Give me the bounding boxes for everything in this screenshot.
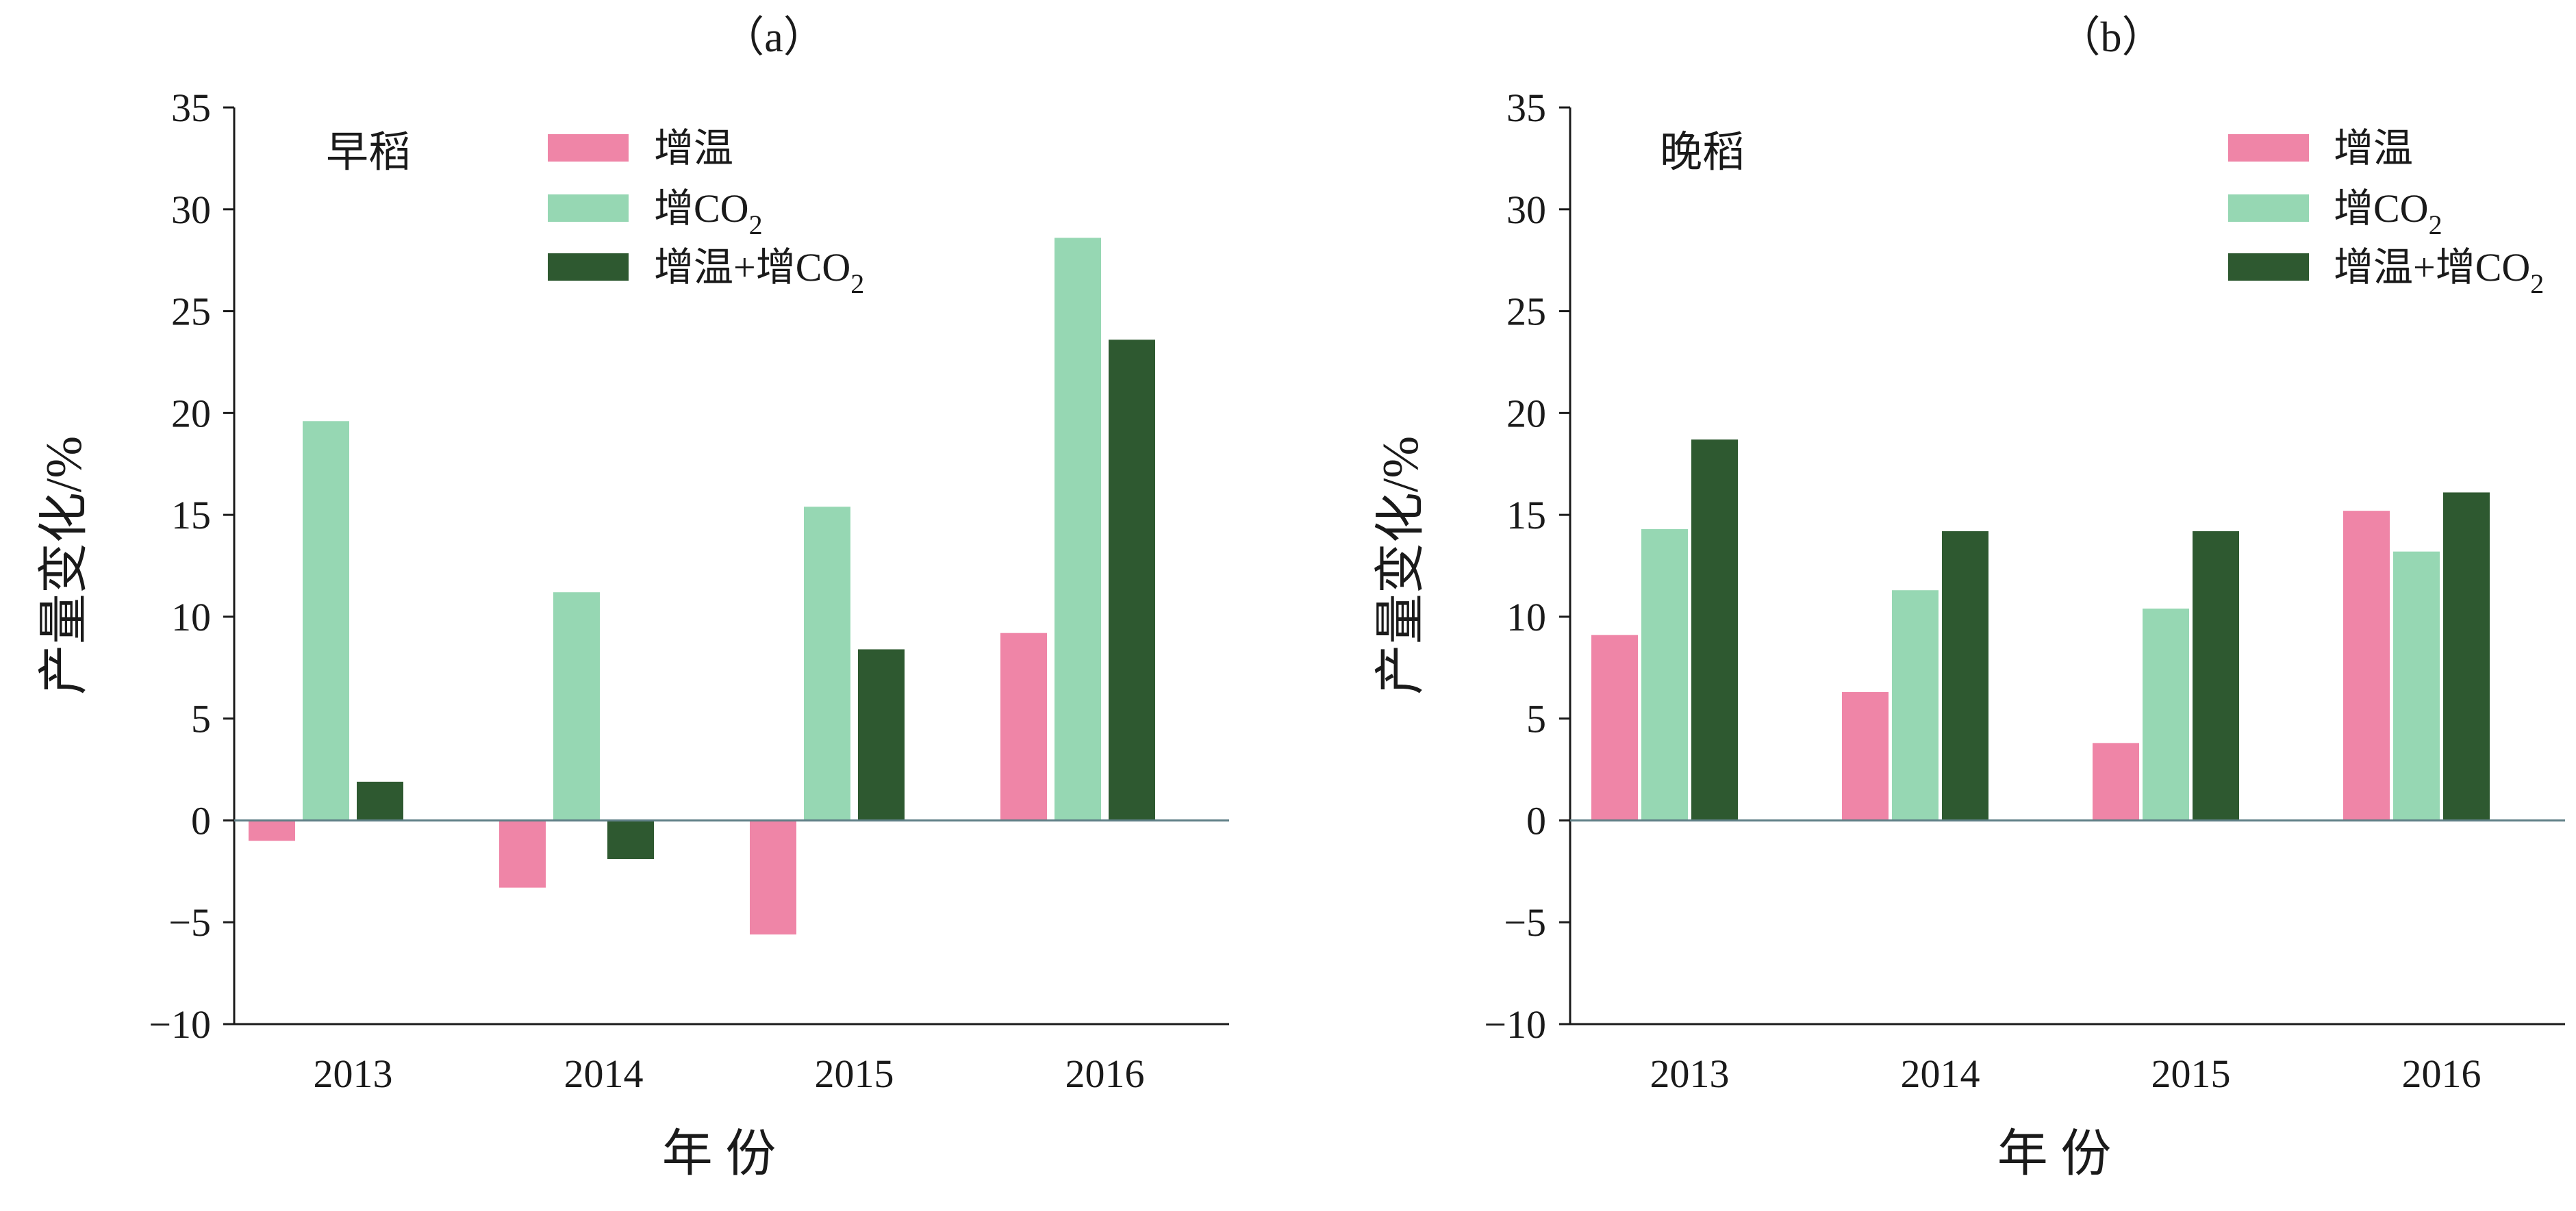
chart-panel-b: （b） −10 −5 0 5 10 15 20 25 30 35 2013 2014 2015 2016 年 … bbox=[1373, 14, 2565, 1182]
legend-swatch-warming bbox=[2228, 134, 2309, 162]
legend-swatch-warming-co2 bbox=[548, 253, 629, 281]
legend-label: 增温+增CO2 bbox=[2334, 245, 2544, 299]
y-tick-label: 30 bbox=[1506, 188, 1546, 232]
y-tick-label: 5 bbox=[1526, 697, 1546, 741]
y-tick-label: 15 bbox=[171, 493, 211, 537]
legend-swatch-co2 bbox=[548, 194, 629, 222]
y-tick-label: 25 bbox=[1506, 290, 1546, 334]
y-tick-label: 0 bbox=[1526, 798, 1546, 843]
bar-warming-co2 bbox=[1942, 531, 1988, 821]
legend-swatch-warming-co2 bbox=[2228, 253, 2309, 281]
panel-label: （a） bbox=[722, 14, 826, 61]
legend-label-subscript: 2 bbox=[749, 209, 763, 240]
y-axis-title: 产量变化/% bbox=[1373, 436, 1429, 695]
y-tick-label: 10 bbox=[1506, 595, 1546, 639]
legend-label: 增温 bbox=[2334, 126, 2413, 170]
y-tick-label: −5 bbox=[168, 900, 211, 945]
legend-label-main: 增CO bbox=[2334, 186, 2429, 231]
subplot-label: 晚稻 bbox=[1660, 129, 1745, 176]
bar-warming-co2 bbox=[1691, 439, 1738, 821]
y-tick-label: 10 bbox=[171, 595, 211, 639]
subplot-label: 早稻 bbox=[326, 129, 411, 176]
y-tick-label: 35 bbox=[1506, 86, 1546, 130]
x-tick-label: 2013 bbox=[1650, 1051, 1730, 1096]
y-tick-label: 0 bbox=[191, 798, 211, 843]
chart-panel-a: （a） −10 −5 0 5 10 15 20 25 30 35 2013 2014 2015 2016 年 … bbox=[36, 14, 1229, 1182]
x-tick-label: 2014 bbox=[1901, 1051, 1980, 1096]
y-tick-label: 20 bbox=[1506, 391, 1546, 435]
legend-label-main: 增CO bbox=[654, 186, 749, 231]
bar-co2 bbox=[2393, 551, 2440, 821]
legend-swatch-warming bbox=[548, 134, 629, 162]
x-tick-label: 2015 bbox=[815, 1051, 894, 1096]
legend-label: 增温+增CO2 bbox=[654, 245, 864, 299]
x-tick-label: 2015 bbox=[2151, 1051, 2231, 1096]
x-tick-label: 2013 bbox=[314, 1051, 393, 1096]
bar-warming-co2 bbox=[2443, 492, 2490, 821]
legend-label-main: 增温+增CO bbox=[2334, 245, 2530, 290]
bar-warming bbox=[249, 820, 295, 841]
bar-warming-co2 bbox=[607, 820, 654, 859]
y-tick-label: −10 bbox=[1484, 1002, 1546, 1047]
legend-label-main: 增温 bbox=[2334, 126, 2413, 170]
bar-warming-co2 bbox=[1109, 340, 1155, 821]
y-tick-label: −10 bbox=[149, 1002, 211, 1047]
panel-label: （b） bbox=[2058, 14, 2164, 61]
x-tick-label: 2016 bbox=[2402, 1051, 2482, 1096]
bar-co2 bbox=[303, 421, 349, 821]
x-axis-title: 年 份 bbox=[1997, 1126, 2112, 1182]
bar-warming bbox=[1591, 635, 1638, 821]
bar-warming bbox=[499, 820, 546, 888]
bar-warming bbox=[1842, 691, 1889, 821]
bar-warming bbox=[750, 820, 796, 935]
legend-swatch-co2 bbox=[2228, 194, 2309, 222]
bar-warming-co2 bbox=[2193, 531, 2239, 821]
y-tick-label: 5 bbox=[191, 697, 211, 741]
legend-label-main: 增温 bbox=[654, 126, 733, 170]
bar-co2 bbox=[2143, 608, 2189, 821]
legend-label: 增CO2 bbox=[654, 186, 763, 240]
y-tick-label: 15 bbox=[1506, 493, 1546, 537]
x-axis-title: 年 份 bbox=[662, 1126, 776, 1182]
legend-label: 增CO2 bbox=[2334, 186, 2442, 240]
y-tick-label: −5 bbox=[1504, 900, 1546, 945]
x-tick-label: 2016 bbox=[1065, 1051, 1145, 1096]
y-tick-label: 20 bbox=[171, 391, 211, 435]
bar-warming-co2 bbox=[357, 781, 403, 821]
x-tick-label: 2014 bbox=[564, 1051, 644, 1096]
legend-label-subscript: 2 bbox=[850, 268, 864, 299]
bar-co2 bbox=[1641, 528, 1688, 821]
bar-warming bbox=[2093, 743, 2139, 821]
legend-label-main: 增温+增CO bbox=[654, 245, 850, 290]
bar-warming bbox=[2343, 511, 2390, 821]
bar-co2 bbox=[553, 592, 600, 821]
bar-warming-co2 bbox=[858, 649, 905, 821]
legend-label-subscript: 2 bbox=[2429, 209, 2442, 240]
bar-co2 bbox=[804, 507, 850, 821]
y-tick-label: 25 bbox=[171, 290, 211, 334]
bar-co2 bbox=[1892, 590, 1939, 821]
bar-co2 bbox=[1055, 238, 1101, 821]
legend-label-subscript: 2 bbox=[2530, 268, 2544, 299]
y-axis-title: 产量变化/% bbox=[36, 436, 92, 695]
legend-label: 增温 bbox=[654, 126, 733, 170]
y-tick-label: 35 bbox=[171, 86, 211, 130]
bar-warming bbox=[1000, 633, 1047, 821]
y-tick-label: 30 bbox=[171, 188, 211, 232]
